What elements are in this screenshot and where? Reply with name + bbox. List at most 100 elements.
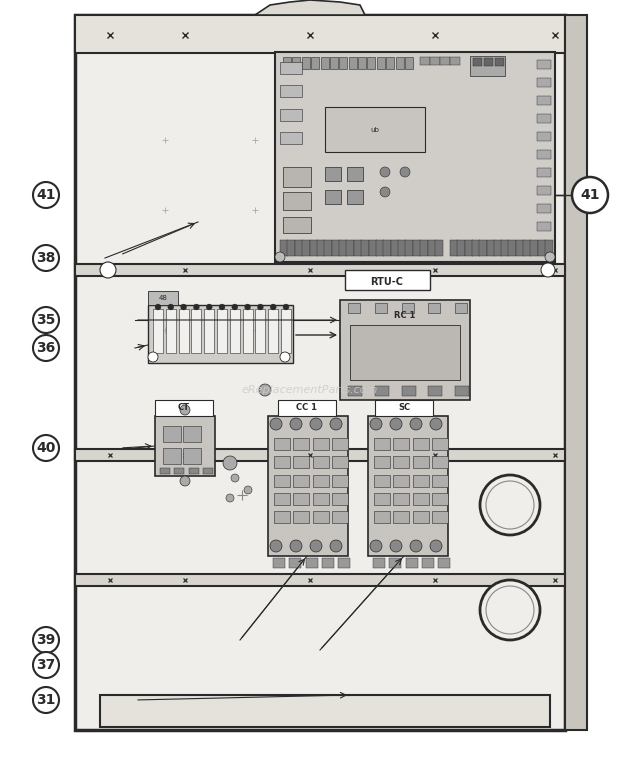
Bar [273, 558, 285, 568]
Bar [374, 303, 387, 313]
Bar [332, 240, 340, 256]
Bar [537, 132, 551, 141]
Bar [402, 386, 415, 396]
Bar [383, 240, 391, 256]
Bar [166, 309, 176, 353]
Bar [396, 57, 404, 69]
Circle shape [410, 540, 422, 552]
Circle shape [148, 352, 158, 362]
Circle shape [33, 245, 59, 271]
Circle shape [370, 418, 382, 430]
Circle shape [410, 418, 422, 430]
Bar [153, 309, 163, 353]
Bar [432, 493, 448, 505]
Bar [155, 416, 215, 476]
Bar [473, 58, 482, 66]
Circle shape [33, 435, 59, 461]
Text: 41: 41 [36, 188, 56, 202]
Bar [293, 511, 309, 523]
Bar [350, 325, 460, 380]
Bar [148, 291, 178, 305]
Circle shape [310, 540, 322, 552]
Bar [332, 438, 348, 450]
Circle shape [33, 652, 59, 678]
Bar [163, 448, 181, 464]
Bar [484, 58, 493, 66]
Bar [148, 305, 293, 363]
Bar [413, 240, 421, 256]
Bar [183, 426, 201, 442]
Bar [393, 474, 409, 487]
Bar [325, 190, 341, 204]
Bar [428, 303, 440, 313]
Circle shape [290, 418, 302, 430]
Bar [537, 222, 551, 231]
Text: CC 1: CC 1 [296, 404, 317, 412]
Circle shape [486, 481, 534, 529]
Bar [230, 309, 240, 353]
Bar [501, 240, 509, 256]
Bar [179, 309, 188, 353]
Bar [312, 511, 329, 523]
Bar [274, 493, 290, 505]
Bar [440, 57, 450, 65]
Circle shape [330, 418, 342, 430]
Bar [268, 416, 348, 556]
Bar [393, 511, 409, 523]
Bar [374, 493, 390, 505]
Bar [374, 386, 389, 396]
Bar [438, 558, 450, 568]
Text: 41: 41 [580, 188, 600, 202]
Circle shape [223, 456, 237, 470]
Circle shape [155, 304, 161, 310]
Bar [537, 204, 551, 213]
Bar [537, 186, 551, 195]
Bar [283, 167, 311, 187]
Bar [274, 456, 290, 468]
Bar [374, 511, 390, 523]
Bar [155, 400, 213, 416]
Bar [293, 474, 309, 487]
Bar [405, 240, 414, 256]
Circle shape [257, 304, 264, 310]
Circle shape [168, 304, 174, 310]
Circle shape [275, 252, 285, 262]
Bar [312, 474, 329, 487]
Bar [348, 303, 360, 313]
Bar [302, 57, 310, 69]
Bar [100, 695, 550, 727]
Bar [537, 114, 551, 123]
Text: ub: ub [371, 127, 379, 133]
Bar [393, 456, 409, 468]
Text: eReplacementParts.com: eReplacementParts.com [242, 385, 378, 395]
Bar [398, 240, 406, 256]
Polygon shape [255, 0, 365, 15]
Bar [405, 57, 413, 69]
Bar [530, 240, 538, 256]
Bar [428, 240, 436, 256]
Circle shape [390, 540, 402, 552]
Bar [374, 456, 390, 468]
Bar [75, 15, 565, 730]
Bar [494, 240, 502, 256]
Circle shape [206, 304, 212, 310]
Bar [293, 493, 309, 505]
Bar [413, 511, 428, 523]
Bar [368, 240, 376, 256]
Bar [283, 57, 291, 69]
Bar [348, 57, 356, 69]
Bar [281, 309, 291, 353]
Bar [290, 558, 301, 568]
Circle shape [180, 304, 187, 310]
Bar [354, 240, 362, 256]
Bar [283, 217, 311, 233]
Circle shape [270, 540, 282, 552]
Bar [565, 15, 587, 730]
Bar [188, 468, 198, 474]
Bar [294, 240, 303, 256]
Circle shape [33, 182, 59, 208]
Circle shape [193, 304, 200, 310]
Bar [389, 558, 401, 568]
Text: RTU-C: RTU-C [371, 277, 404, 287]
Bar [268, 309, 278, 353]
